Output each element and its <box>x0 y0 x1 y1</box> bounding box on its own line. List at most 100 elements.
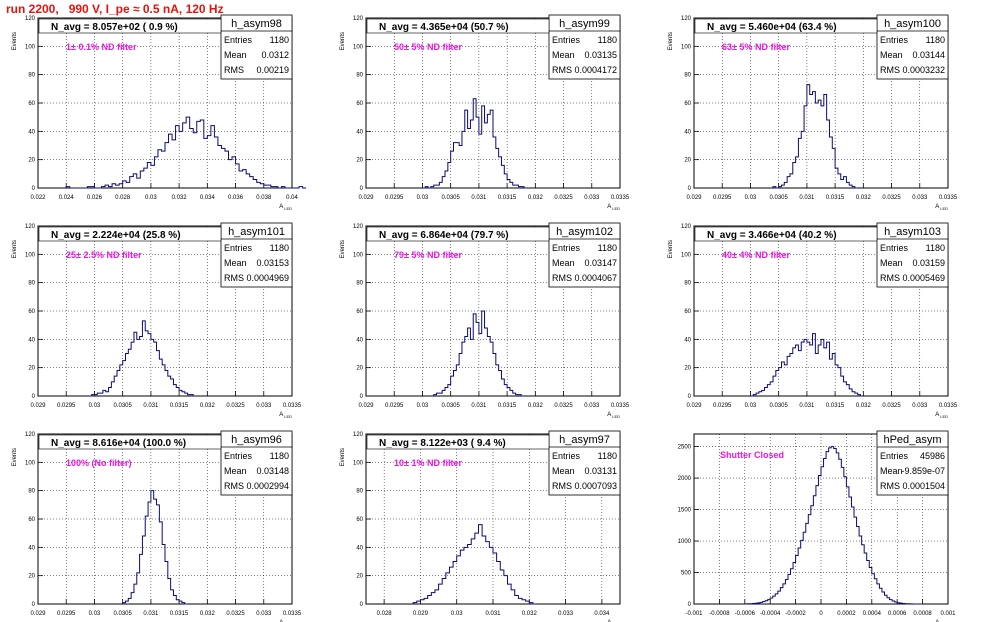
filter-note: 63± 5% ND filter <box>722 42 790 52</box>
y-tick-label: 0 <box>360 394 364 400</box>
histogram-bars <box>88 320 197 397</box>
histogram-bars <box>65 116 307 189</box>
hist-name: h_asym100 <box>884 18 941 30</box>
stats-box <box>220 430 293 496</box>
x-tick-label: 0.032 <box>200 403 216 409</box>
y-tick-label: 20 <box>356 574 363 580</box>
navg-label: N_avg = 6.864e+04 (79.7 %) <box>379 230 509 241</box>
x-tick-label: 0.0295 <box>57 611 76 617</box>
stat-label: Entries <box>552 451 581 461</box>
x-tick-label: 0.0305 <box>441 403 460 409</box>
navg-box <box>366 18 550 34</box>
y-axis-title: Events <box>668 240 674 258</box>
y-tick-label: 1500 <box>678 508 692 514</box>
x-tick-label: 0.0315 <box>170 611 189 617</box>
x-tick-label: 0.0315 <box>498 403 517 409</box>
stat-value: 1180 <box>598 451 617 461</box>
x-tick-label: 0.0325 <box>882 403 901 409</box>
x-tick-label: 0.0295 <box>57 403 76 409</box>
stat-label: Entries <box>224 243 253 253</box>
x-tick-label: 0.0305 <box>113 611 132 617</box>
navg-box <box>38 226 222 242</box>
y-tick-label: 0 <box>688 394 692 400</box>
x-tick-label: 0.031 <box>799 403 815 409</box>
x-tick-label: 0.029 <box>413 611 429 617</box>
x-tick-label: 0.0315 <box>170 403 189 409</box>
y-tick-label: 1000 <box>678 539 692 545</box>
x-tick-label: -0.0006 <box>735 611 756 617</box>
stat-label: Entries <box>224 451 253 461</box>
histogram-pad-h_asym101: 0.029 0.0295 0.03 0.0305 0.031 0.0315 0.032 0.0… <box>12 222 302 419</box>
y-tick-label: 80 <box>356 73 363 79</box>
histogram-bars <box>422 98 527 189</box>
x-tick-label: 0.03 <box>145 195 157 201</box>
stat-label: Mean <box>552 466 575 476</box>
stat-label: Mean <box>552 258 575 268</box>
x-tick-label: 0.028 <box>115 195 131 201</box>
histogram-bars <box>122 490 188 605</box>
navg-box <box>38 434 222 450</box>
y-tick-label: 80 <box>28 489 35 495</box>
y-tick-label: 60 <box>356 101 363 107</box>
y-tick-label: 100 <box>25 252 36 258</box>
navg-label: N_avg = 8.122e+03 ( 9.4 %) <box>379 438 506 449</box>
x-tick-label: 0.033 <box>912 403 928 409</box>
stat-value: 0.03135 <box>584 50 617 60</box>
x-tick-label: 0.0006 <box>888 611 907 617</box>
stats-box <box>876 222 949 288</box>
x-tick-label: 0.034 <box>594 611 610 617</box>
y-tick-label: 100 <box>681 252 692 258</box>
stat-value: 1180 <box>926 243 945 253</box>
x-tick-label: 0.032 <box>522 611 538 617</box>
x-tick-label: 0.032 <box>528 403 544 409</box>
histogram-bars <box>750 333 864 397</box>
x-tick-label: 0.028 <box>377 611 393 617</box>
y-tick-label: 100 <box>25 44 36 50</box>
x-tick-label: 0 <box>819 611 823 617</box>
y-tick-label: 120 <box>353 432 364 438</box>
x-tick-label: 0.024 <box>59 195 75 201</box>
stat-value: 0.03153 <box>256 258 289 268</box>
x-tick-label: 0.0335 <box>283 611 302 617</box>
x-tick-label: 0.0335 <box>611 195 630 201</box>
stat-label: RMS <box>552 481 572 491</box>
stat-label: Mean <box>224 50 247 60</box>
stat-value: 0.03131 <box>584 466 617 476</box>
x-tick-label: 0.0325 <box>554 195 573 201</box>
filter-note: 40± 4% ND filter <box>722 250 790 260</box>
x-tick-label: 0.033 <box>584 403 600 409</box>
y-axis-title: Events <box>668 32 674 50</box>
x-tick-label: 0.0004 <box>863 611 882 617</box>
x-tick-label: 0.032 <box>528 195 544 201</box>
stat-label: Mean <box>224 466 247 476</box>
navg-box <box>366 226 550 242</box>
histogram-bars <box>412 524 537 605</box>
stat-value: 0.0005469 <box>902 273 945 283</box>
hist-name: h_asym96 <box>231 434 282 446</box>
x-tick-label: 0.03 <box>745 403 757 409</box>
x-tick-label: 0.0335 <box>939 195 958 201</box>
x-tick-label: 0.032 <box>856 403 872 409</box>
x-tick-label: -0.0008 <box>709 611 730 617</box>
x-tick-label: 0.0295 <box>385 195 404 201</box>
y-tick-label: 40 <box>356 337 363 343</box>
stat-label: RMS <box>880 65 900 75</box>
stat-label: RMS <box>224 65 244 75</box>
stat-label: Entries <box>552 35 581 45</box>
x-tick-label: 0.0315 <box>826 195 845 201</box>
y-tick-label: 120 <box>353 224 364 230</box>
y-axis-title: Events <box>12 240 18 258</box>
x-tick-label: 0.029 <box>358 195 374 201</box>
y-tick-label: 60 <box>28 517 35 523</box>
hist-name: h_asym99 <box>559 18 610 30</box>
y-tick-label: 20 <box>684 366 691 372</box>
navg-label: N_avg = 8.057e+02 ( 0.9 %) <box>51 22 178 33</box>
stat-label: Entries <box>224 35 253 45</box>
x-tick-label: 0.0305 <box>113 403 132 409</box>
histogram-bars <box>772 84 858 189</box>
x-tick-label: 0.036 <box>228 195 244 201</box>
y-tick-label: 2000 <box>678 476 692 482</box>
y-tick-label: 60 <box>28 101 35 107</box>
y-tick-label: 0 <box>360 602 364 608</box>
stat-label: RMS <box>552 273 572 283</box>
